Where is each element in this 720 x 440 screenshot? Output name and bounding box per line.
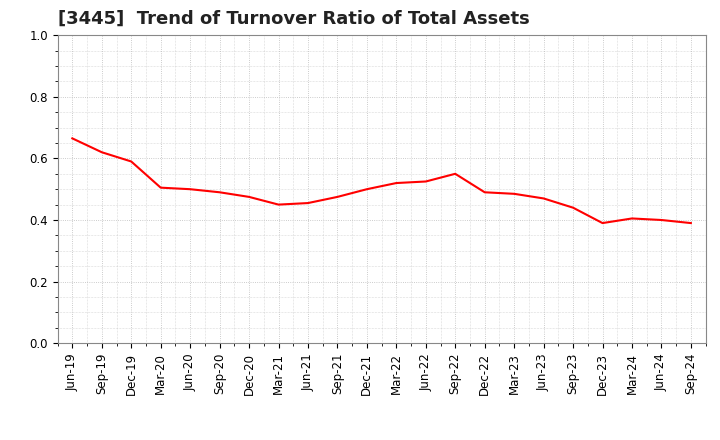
Text: [3445]  Trend of Turnover Ratio of Total Assets: [3445] Trend of Turnover Ratio of Total … <box>58 10 529 28</box>
